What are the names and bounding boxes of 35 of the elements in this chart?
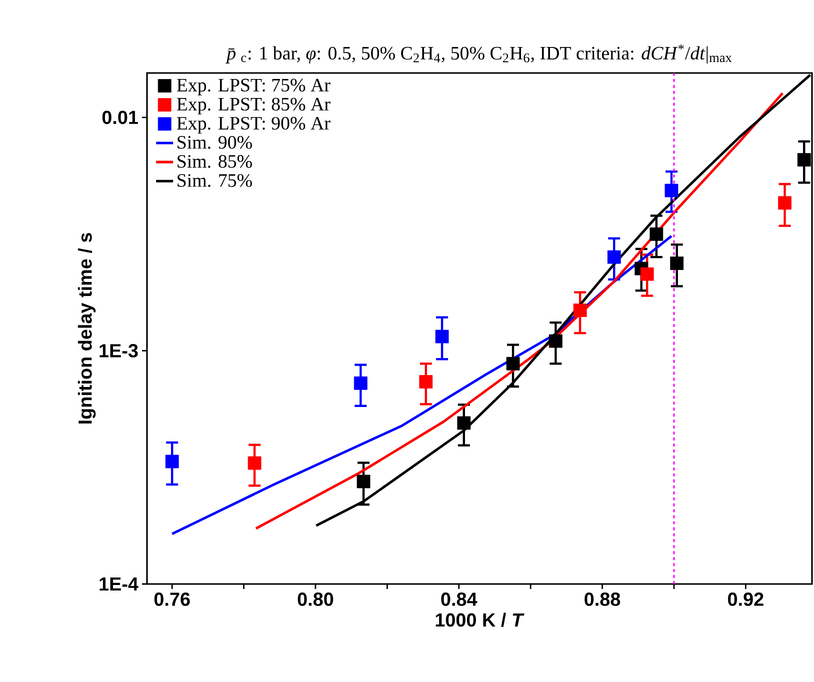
point — [419, 375, 433, 388]
point — [248, 456, 262, 470]
legend-label: Sim. 75% — [178, 174, 252, 187]
legend-label: Exp. LPST: 75% Ar — [176, 78, 330, 96]
y-tick-label: 1E-4 — [100, 578, 138, 591]
x-tick-label: 0.92 — [728, 592, 764, 606]
legend-label: Sim. 90% — [178, 136, 252, 149]
y-tick-label: 1E-3 — [100, 344, 138, 358]
x-tick-label: 0.88 — [584, 592, 620, 606]
point — [356, 474, 370, 488]
chart-title: p̄$_{c}$: 1 bar, φ: 0.5, 50% C$_{2}$H$_{4}$, 50% C$_{2}$H$_{6}$, IDT criteria: dCH$^{*}$/dt|$_{max}$ — [226, 44, 732, 64]
legend-label: Exp. LPST: 90% Ar — [176, 116, 330, 134]
point — [165, 454, 179, 468]
x-tick-label: 0.76 — [154, 592, 190, 606]
x-tick-label: 0.80 — [298, 592, 334, 606]
x-axis-title: 1000 K / T — [436, 612, 524, 627]
point — [354, 376, 368, 390]
point — [778, 196, 792, 210]
point — [573, 304, 587, 318]
line-series — [170, 234, 673, 536]
x-tick-label: 0.84 — [441, 592, 478, 606]
point — [664, 184, 678, 198]
legend-label: Exp. LPST: 85% Ar — [176, 98, 330, 114]
point — [607, 250, 621, 264]
point — [457, 416, 471, 430]
point — [650, 227, 664, 241]
point — [670, 256, 684, 270]
y-axis-title: Ignition delay time / s — [78, 233, 96, 424]
point — [435, 330, 449, 344]
legend-label: Sim. 85% — [178, 155, 252, 168]
y-tick-label: 0.01 — [102, 110, 138, 124]
point — [640, 267, 654, 281]
point — [548, 334, 562, 348]
point — [797, 153, 811, 167]
point — [506, 356, 520, 370]
